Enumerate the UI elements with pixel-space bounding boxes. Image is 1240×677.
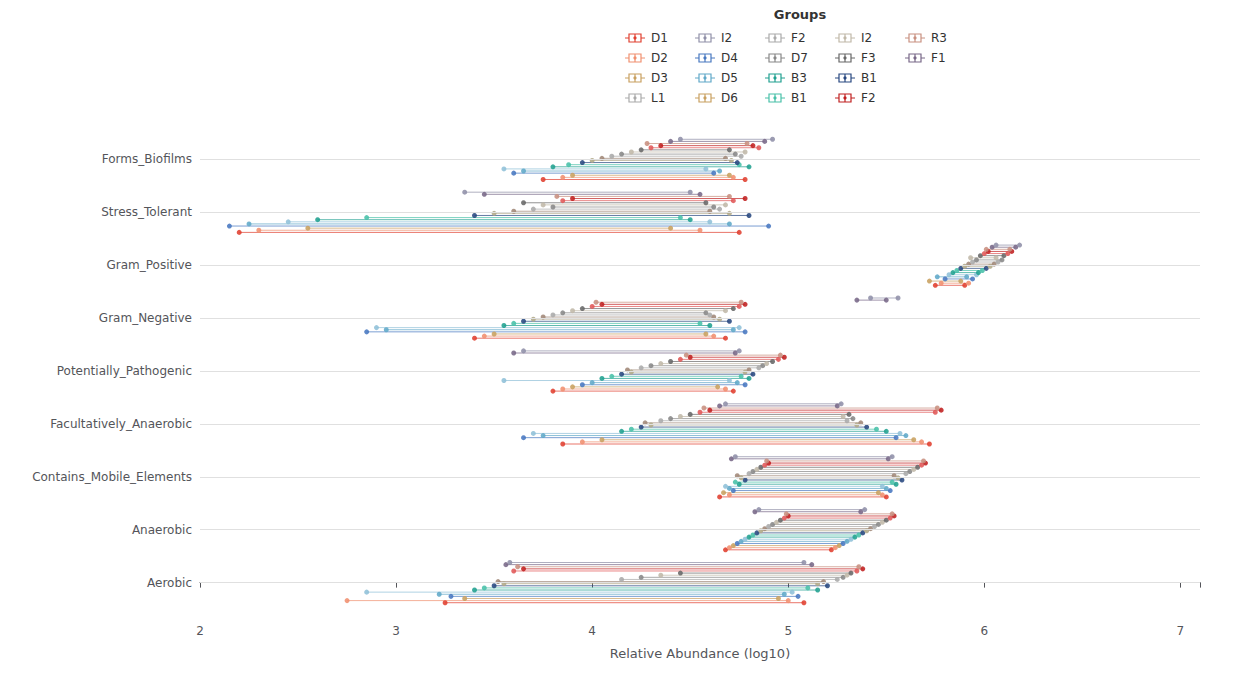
svg-text:Gram_Negative: Gram_Negative [99, 311, 192, 325]
svg-text:Groups: Groups [774, 7, 827, 22]
svg-text:Anaerobic: Anaerobic [132, 523, 192, 537]
svg-text:B1: B1 [861, 71, 877, 85]
svg-text:Potentially_Pathogenic: Potentially_Pathogenic [57, 364, 192, 378]
svg-text:Stress_Tolerant: Stress_Tolerant [101, 205, 192, 219]
svg-text:Relative Abundance (log10): Relative Abundance (log10) [610, 646, 790, 661]
svg-text:D7: D7 [791, 51, 808, 65]
svg-text:4: 4 [588, 624, 596, 638]
svg-text:Contains_Mobile_Elements: Contains_Mobile_Elements [32, 470, 192, 484]
svg-text:F2: F2 [791, 31, 806, 45]
svg-text:2: 2 [196, 624, 204, 638]
svg-text:I2: I2 [721, 31, 732, 45]
svg-text:D2: D2 [651, 51, 668, 65]
svg-text:Facultatively_Anaerobic: Facultatively_Anaerobic [50, 417, 192, 431]
svg-text:D6: D6 [721, 91, 738, 105]
svg-text:D5: D5 [721, 71, 738, 85]
svg-text:6: 6 [980, 624, 988, 638]
svg-text:R3: R3 [931, 31, 947, 45]
svg-text:D3: D3 [651, 71, 668, 85]
svg-text:7: 7 [1177, 624, 1185, 638]
svg-text:B1: B1 [791, 91, 807, 105]
svg-text:5: 5 [784, 624, 792, 638]
svg-text:D1: D1 [651, 31, 668, 45]
svg-text:I2: I2 [861, 31, 872, 45]
svg-text:F2: F2 [861, 91, 876, 105]
svg-text:Aerobic: Aerobic [147, 576, 192, 590]
svg-text:3: 3 [392, 624, 400, 638]
svg-text:D4: D4 [721, 51, 738, 65]
svg-text:F3: F3 [861, 51, 876, 65]
svg-text:L1: L1 [651, 91, 665, 105]
svg-text:B3: B3 [791, 71, 807, 85]
svg-text:F1: F1 [931, 51, 946, 65]
svg-text:Gram_Positive: Gram_Positive [106, 258, 192, 272]
svg-text:Forms_Biofilms: Forms_Biofilms [102, 152, 192, 166]
